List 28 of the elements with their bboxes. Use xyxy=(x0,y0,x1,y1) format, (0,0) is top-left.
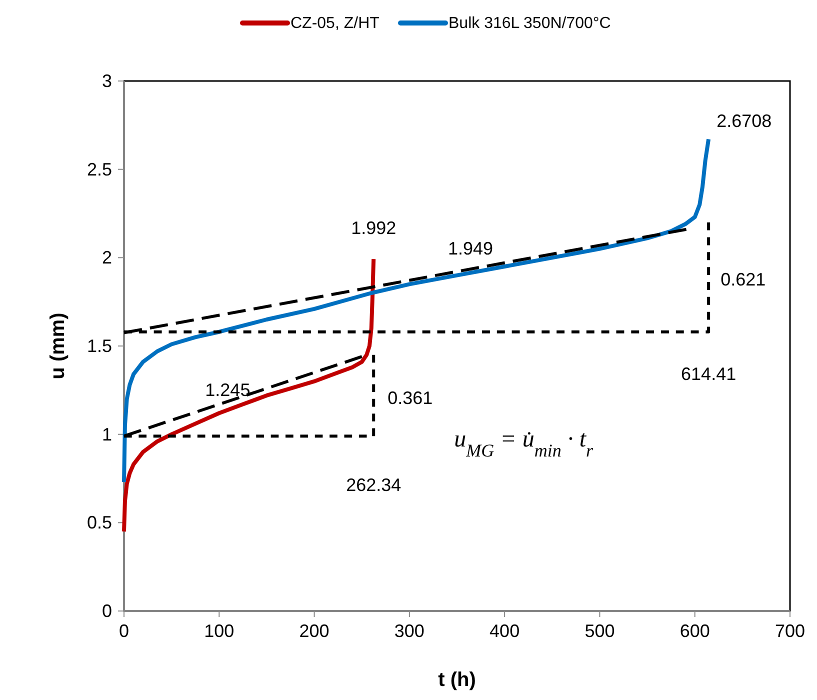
x-tick-label: 100 xyxy=(204,621,234,641)
x-tick-label: 300 xyxy=(394,621,424,641)
y-tick-label: 1.5 xyxy=(86,336,112,356)
legend-label: CZ-05, Z/HT xyxy=(290,15,380,32)
annotation: 614.41 xyxy=(681,364,736,384)
y-tick-label: 2 xyxy=(102,248,112,268)
y-tick-label: 0 xyxy=(102,601,112,621)
y-tick-label: 1 xyxy=(102,424,112,444)
x-tick-label: 700 xyxy=(774,621,806,641)
y-tick-label: 2.5 xyxy=(86,159,112,180)
x-tick-label: 400 xyxy=(490,621,520,641)
x-tick-label: 500 xyxy=(584,621,615,641)
x-tick-label: 600 xyxy=(680,621,710,641)
annotation: u$_{MG}$ = u̇$_{min}$ · t$_{r}$ xyxy=(454,426,594,461)
annotation: 2.6708 xyxy=(716,111,772,132)
legend-label: Bulk 316L 350N/700°C xyxy=(448,15,611,32)
annotation: 1.245 xyxy=(205,380,250,400)
annotation: 1.992 xyxy=(351,218,396,238)
y-tick-label: 0.5 xyxy=(86,512,112,533)
annotation: 262.34 xyxy=(346,475,402,496)
y-tick-label: 3 xyxy=(102,71,112,91)
annotation: 0.361 xyxy=(388,388,433,408)
annotation: 1.949 xyxy=(448,238,494,259)
x-axis-title: t (h) xyxy=(438,669,476,691)
x-tick-label: 0 xyxy=(118,621,130,641)
annotation: 0.621 xyxy=(720,270,766,290)
y-axis-title: u (mm) xyxy=(47,312,69,380)
x-tick-label: 200 xyxy=(299,621,330,641)
